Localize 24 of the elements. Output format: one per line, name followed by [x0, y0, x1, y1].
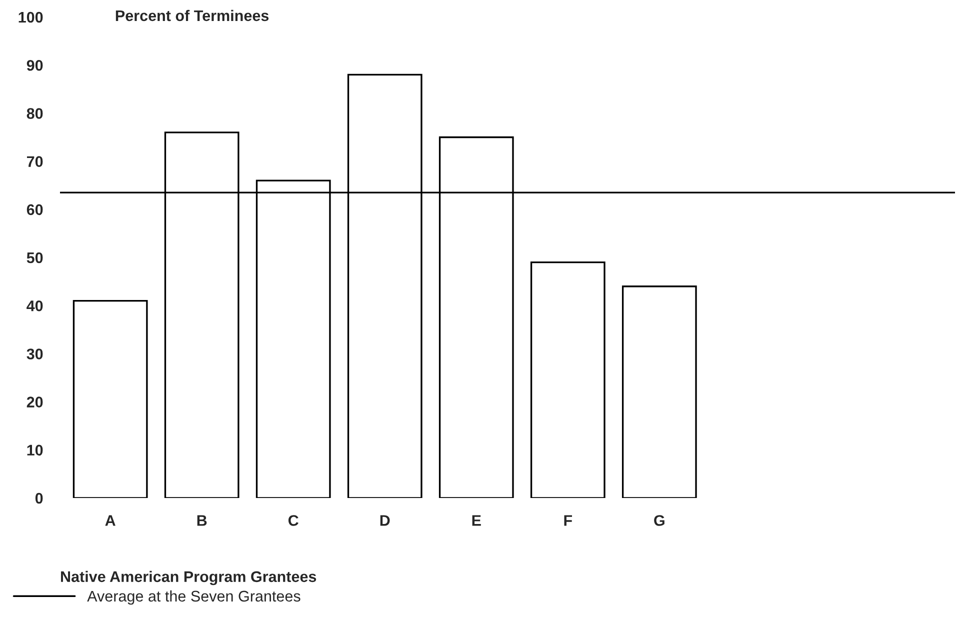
- y-tick-label: 50: [26, 252, 43, 264]
- bar: [72, 300, 148, 498]
- bar: [530, 261, 606, 498]
- y-axis-title: Percent of Terminees: [116, 10, 269, 22]
- x-tick-label: D: [380, 515, 390, 526]
- x-tick-label: F: [564, 515, 572, 526]
- y-tick-label: 100: [18, 12, 43, 23]
- y-tick-label: 30: [26, 348, 43, 360]
- y-tick-label: 60: [26, 204, 43, 216]
- y-tick-label: 10: [27, 444, 43, 456]
- x-tick-label: C: [288, 515, 298, 526]
- x-tick-label: E: [472, 515, 481, 526]
- legend-label: Average at the Seven Grantees: [87, 590, 300, 605]
- x-tick-label: A: [105, 515, 116, 526]
- y-tick-label: 0: [35, 492, 43, 504]
- x-tick-label: G: [654, 515, 664, 526]
- y-tick-label: 80: [26, 108, 43, 119]
- y-tick-label: 70: [27, 156, 43, 167]
- y-tick-label: 20: [26, 396, 43, 408]
- bar: [622, 286, 697, 498]
- x-axis-title: Native American Program Grantees: [61, 570, 316, 586]
- y-tick-label: 40: [26, 300, 43, 312]
- x-tick-label: B: [197, 515, 207, 526]
- y-tick-label: 90: [26, 60, 43, 71]
